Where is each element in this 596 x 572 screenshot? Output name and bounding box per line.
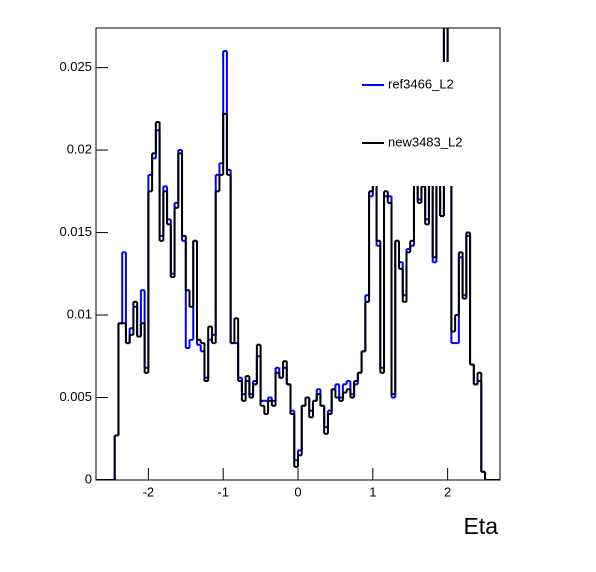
y-tick-label: 0.005 xyxy=(59,389,92,404)
axes-layer: 0 0.005 0.01 0.015 0.02 0.025 -2 -1 0 1 2 xyxy=(59,59,451,499)
y-tick-label: 0.025 xyxy=(59,59,92,74)
x-tick-label: 0 xyxy=(294,484,301,499)
legend: ref3466_L2 new3483_L2 xyxy=(358,62,495,186)
y-tick-label: 0.02 xyxy=(67,142,92,157)
x-tick-label: -2 xyxy=(143,484,155,499)
x-tick-label: -1 xyxy=(217,484,229,499)
x-tick-label: 1 xyxy=(369,484,376,499)
legend-label: ref3466_L2 xyxy=(388,76,454,91)
x-tick-label: 2 xyxy=(444,484,451,499)
legend-label: new3483_L2 xyxy=(388,134,462,149)
legend-box xyxy=(358,62,495,186)
y-tick-label: 0 xyxy=(85,471,92,486)
x-axis-label: Eta xyxy=(463,513,498,539)
y-tick-label: 0.01 xyxy=(67,306,92,321)
y-tick-label: 0.015 xyxy=(59,224,92,239)
